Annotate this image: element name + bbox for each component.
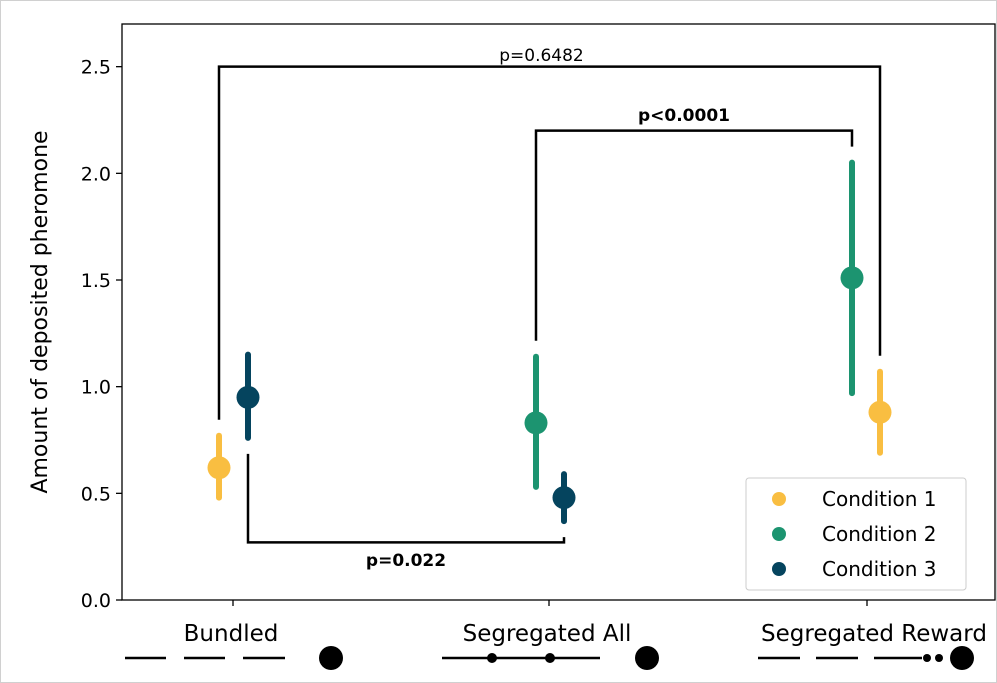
y-axis-ticks: 0.0 0.5 1.0 1.5 2.0 2.5 [81, 57, 122, 612]
x-tick-label: Segregated Reward [761, 621, 987, 647]
x-axis-ticks: Bundled Segregated All Segregated Reward [184, 600, 987, 647]
legend-box [745, 477, 967, 591]
legend: Condition 1 Condition 2 Condition 3 [745, 477, 967, 591]
y-tick-label: 1.0 [81, 377, 111, 399]
significance-bracket [246, 453, 566, 544]
legend-label: Condition 2 [822, 522, 937, 546]
p-value-label: p<0.0001 [638, 106, 730, 126]
x-tick-label: Segregated All [463, 621, 632, 647]
x-tick-label: Bundled [184, 621, 279, 647]
data-point [524, 411, 548, 435]
p-value-label: p=0.022 [366, 551, 446, 571]
y-tick-label: 0.5 [81, 483, 111, 505]
segregated-reward-pictogram [758, 646, 974, 670]
p-value-label: p=0.6482 [499, 46, 584, 66]
data-point [236, 385, 260, 409]
y-tick-label: 1.5 [81, 270, 111, 292]
y-tick-label: 0.0 [81, 590, 111, 612]
legend-marker [772, 527, 786, 541]
y-tick-label: 2.5 [81, 57, 111, 79]
data-point [840, 266, 864, 290]
data-marks [207, 159, 892, 525]
legend-label: Condition 3 [822, 557, 937, 581]
significance-bracket [534, 129, 854, 341]
y-tick-label: 2.0 [81, 163, 111, 185]
data-point [207, 456, 231, 480]
data-point [868, 400, 892, 424]
data-point [552, 486, 576, 510]
legend-label: Condition 1 [822, 487, 937, 511]
bundled-pictogram [125, 646, 343, 670]
y-axis-title: Amount of deposited pheromone [28, 130, 53, 493]
plot-area [121, 23, 996, 601]
significance-brackets: p=0.6482 p<0.0001 p=0.022 [217, 46, 882, 571]
legend-marker [772, 562, 786, 576]
segregated-all-pictogram [442, 646, 659, 670]
significance-bracket [217, 65, 882, 420]
legend-marker [772, 492, 786, 506]
